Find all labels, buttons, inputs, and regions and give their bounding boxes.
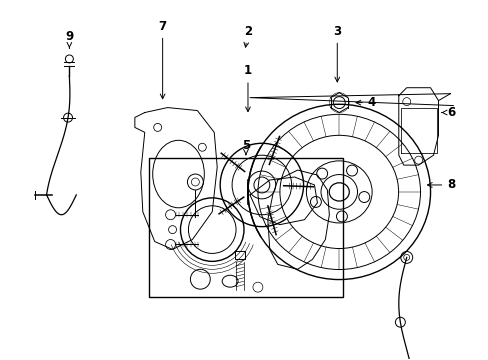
Text: 9: 9 (65, 30, 73, 48)
Text: 8: 8 (427, 179, 455, 192)
Text: 2: 2 (244, 24, 251, 47)
Text: 4: 4 (355, 96, 375, 109)
Bar (235, 251, 244, 260)
Bar (148, 158, 343, 297)
Text: 3: 3 (332, 24, 341, 82)
Text: 7: 7 (158, 20, 166, 99)
Text: 6: 6 (441, 106, 455, 119)
Text: 5: 5 (242, 139, 249, 155)
Text: 1: 1 (244, 64, 251, 112)
